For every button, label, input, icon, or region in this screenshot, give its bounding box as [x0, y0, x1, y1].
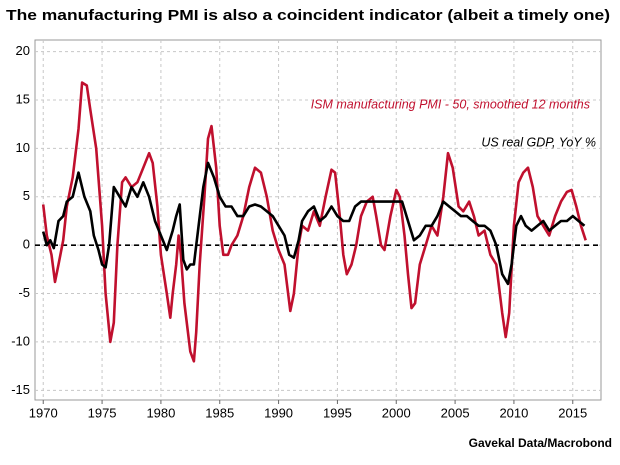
x-tick-label: 1990 [264, 405, 293, 420]
x-tick-label: 1975 [88, 405, 117, 420]
plot-frame [34, 39, 602, 401]
source: Gavekal Data/Macrobond [469, 436, 612, 450]
y-tick-label: 10 [16, 140, 30, 155]
y-tick-label: -5 [18, 285, 30, 300]
y-tick-label: 5 [23, 188, 30, 203]
x-tick-label: 1985 [205, 405, 234, 420]
chart-title: The manufacturing PMI is also a coincide… [6, 7, 610, 24]
y-tick-label: 20 [16, 43, 30, 58]
series-label: US real GDP, YoY % [481, 135, 596, 149]
series-line [41, 81, 587, 363]
y-tick-label: -15 [11, 382, 30, 397]
x-tick-label: 1970 [29, 405, 58, 420]
series-label: ISM manufacturing PMI - 50, smoothed 12 … [311, 97, 590, 111]
y-tick-label: 15 [16, 91, 30, 106]
x-tick-label: 1995 [323, 405, 352, 420]
y-tick-label: -10 [11, 333, 30, 348]
y-tick-label: 0 [23, 237, 30, 252]
x-tick-label: 1980 [146, 405, 175, 420]
x-tick-label: 2010 [499, 405, 528, 420]
x-tick-label: 2015 [558, 405, 587, 420]
x-tick-label: 2005 [441, 405, 470, 420]
x-tick-label: 2000 [382, 405, 411, 420]
series-line [41, 161, 586, 286]
